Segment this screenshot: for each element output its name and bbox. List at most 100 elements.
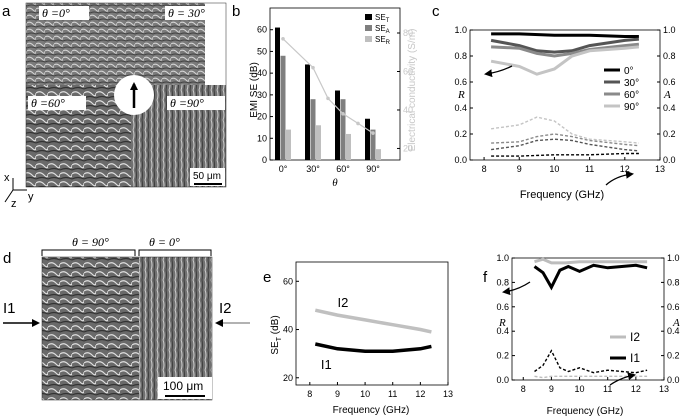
- b-bar: [376, 149, 381, 160]
- scalebar-box-d: [158, 377, 212, 399]
- b-conductivity-point: [281, 36, 285, 41]
- b-legend-label: SEA: [375, 24, 390, 35]
- panel-letter-b: b: [232, 3, 240, 20]
- b-bar: [370, 129, 376, 160]
- c-ylabel: R: [457, 89, 465, 101]
- line-R-I1: [533, 263, 648, 291]
- label-box-90deg: [167, 96, 225, 110]
- xtick-label: 13: [655, 164, 665, 174]
- line-A-I1: [534, 349, 648, 374]
- f-xlabel: Frequency (GHz): [547, 406, 624, 416]
- b-legend-swatch: [365, 36, 372, 42]
- b-ylabel: EMI SE (dB): [249, 62, 260, 118]
- b-y2label: Electrical conductivity (S/m): [407, 29, 418, 152]
- ytick-label: 0.8: [454, 51, 467, 61]
- xtick-label: 8: [521, 384, 526, 394]
- ytick-label: 0.0: [496, 375, 509, 385]
- scalebar-label-a: 50 μm: [193, 171, 221, 182]
- y2tick-label: 0.6: [667, 302, 680, 312]
- legend-label: 30°: [624, 78, 639, 89]
- e-ytick-label: 40: [283, 325, 293, 335]
- e-xlabel: Frequency (GHz): [333, 405, 410, 416]
- panel-letter-e: e: [263, 269, 271, 286]
- arrow-icon: [502, 281, 531, 296]
- b-ytick-label: 40: [257, 68, 267, 78]
- bracket-90deg: [41, 249, 136, 256]
- xtick-label: 13: [659, 384, 669, 394]
- panelF-plot-frame: [511, 257, 665, 381]
- legend-label: 90°: [624, 102, 639, 113]
- legend-label: 60°: [624, 90, 639, 101]
- b-ytick-label: 60: [257, 25, 267, 35]
- e-series-label-I2: I2: [337, 295, 348, 310]
- b-legend-swatch: [365, 14, 372, 20]
- b-xtick-label: 0°: [279, 164, 288, 174]
- b-ytick-label: 20: [257, 112, 267, 122]
- line-R-I2: [534, 257, 648, 265]
- c-y2label: A: [663, 89, 671, 101]
- label-box-30deg: [165, 6, 225, 20]
- b-legend-label: SER: [375, 35, 391, 46]
- axis-triad: x y z: [4, 172, 34, 210]
- panel-b: b EMI SE (dB) Electrical conductivity (S…: [232, 3, 418, 189]
- b-bar: [365, 118, 370, 160]
- line-A-60°: [491, 133, 639, 147]
- xtick-label: 10: [575, 384, 585, 394]
- panel-c: c R A Frequency (GHz) 0.0 0.0 0.2 0.2 0.4 0.4…: [432, 3, 676, 201]
- ytick-label: 1.0: [496, 253, 509, 263]
- f-ylabel: R: [498, 317, 506, 329]
- e-line-I1: [314, 342, 432, 353]
- b-y2tick-label: 20: [403, 143, 413, 153]
- b-ytick-label: 10: [257, 133, 267, 143]
- b-conductivity-point: [371, 131, 375, 135]
- ytick-label: 0.2: [454, 129, 467, 139]
- b-bar: [275, 27, 280, 160]
- ytick-label: 0.6: [454, 77, 467, 87]
- arrow-icon: [609, 372, 636, 386]
- sem-label-60deg: θ =60°: [31, 96, 65, 110]
- y2tick-label: 0.2: [667, 351, 680, 361]
- label-I2: I2: [219, 300, 232, 317]
- b-ytick-label: 50: [257, 46, 267, 56]
- b-ytick-label: 30: [257, 90, 267, 100]
- ytick-label: 0.2: [496, 351, 509, 361]
- e-ylabel: SET (dB): [270, 315, 283, 354]
- y2tick-label: 1.0: [663, 25, 676, 35]
- arrow-icon: [484, 65, 513, 78]
- axis-z-label: z: [11, 198, 17, 210]
- panel-letter-f: f: [483, 269, 488, 286]
- b-bar: [346, 133, 351, 160]
- panel-d: d θ = 90° θ = 0° I1 I2 100 μm: [3, 235, 250, 401]
- axis-x-label: x: [4, 172, 10, 184]
- line-A-30°: [491, 138, 639, 152]
- y2tick-label: 0.6: [663, 77, 676, 87]
- y2tick-label: 0.8: [667, 277, 680, 287]
- xtick-label: 11: [585, 164, 594, 174]
- sem-label-90deg: θ =90°: [170, 96, 204, 110]
- ytick-label: 0.8: [496, 277, 509, 287]
- ytick-label: 0.6: [496, 302, 509, 312]
- ytick-label: 0.0: [454, 155, 467, 165]
- panel-letter-d: d: [3, 250, 11, 267]
- e-xtick-label: 13: [443, 389, 453, 399]
- line-R-90°: [490, 45, 640, 76]
- f-y2label: A: [672, 317, 680, 329]
- b-bar: [305, 64, 310, 160]
- sem-label-30deg: θ = 30°: [168, 6, 205, 20]
- b-conductivity-point: [356, 121, 360, 126]
- panel-letter-c: c: [432, 3, 440, 20]
- b-conductivity-point: [326, 96, 330, 101]
- b-bar: [340, 99, 346, 160]
- b-xlabel: θ: [332, 177, 338, 189]
- c-xlabel: Frequency (GHz): [520, 189, 604, 201]
- b-bar: [310, 99, 316, 160]
- e-xtick-label: 8: [307, 389, 312, 399]
- xtick-label: 11: [603, 384, 612, 394]
- e-ytick-label: 60: [283, 276, 293, 286]
- e-xtick-label: 10: [360, 389, 370, 399]
- legend-label: 0°: [624, 66, 634, 77]
- xtick-label: 10: [549, 164, 559, 174]
- label-box-60deg: [28, 96, 86, 110]
- b-xtick-label: 60°: [336, 164, 350, 174]
